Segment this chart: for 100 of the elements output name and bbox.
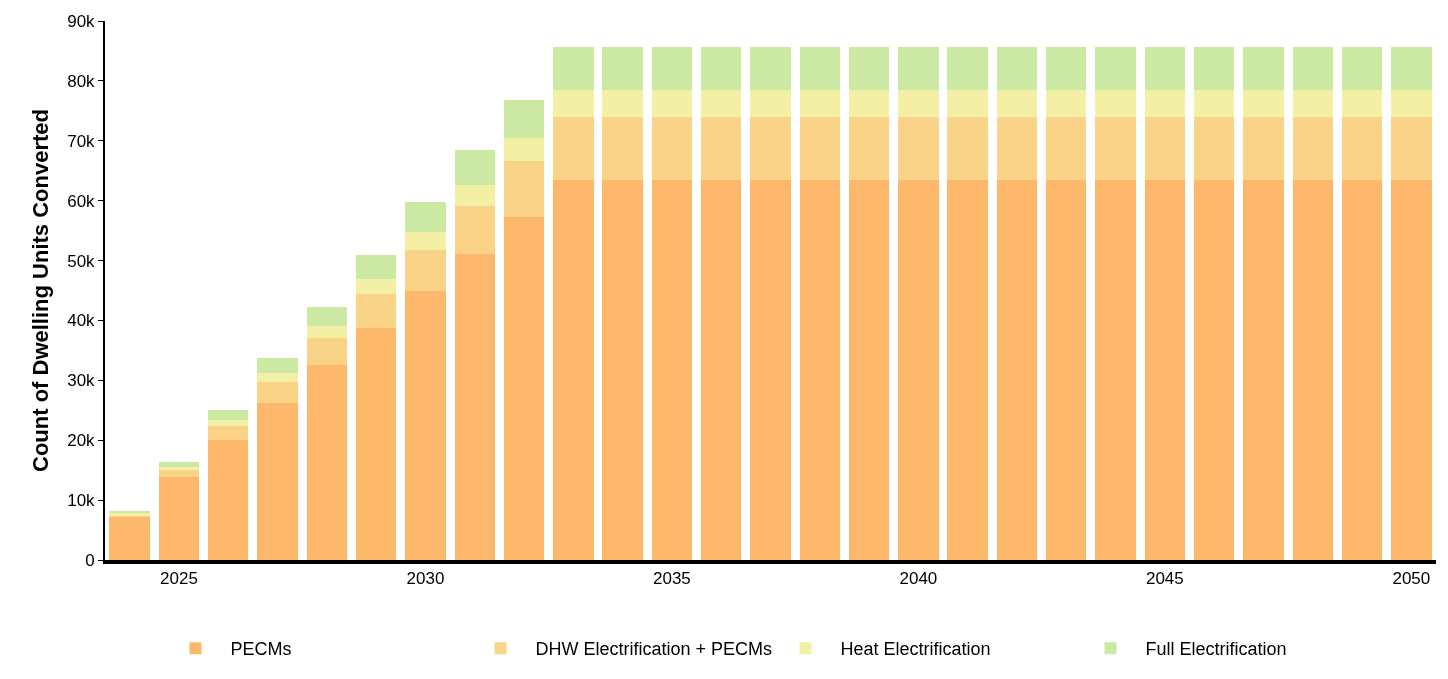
- bar: [1095, 179, 1136, 560]
- x-tick-label: 2035: [653, 569, 691, 589]
- bar: [1292, 179, 1333, 560]
- bar: [257, 381, 298, 404]
- bar: [1046, 47, 1087, 91]
- bar: [405, 231, 446, 250]
- bar: [503, 161, 545, 217]
- bar: [602, 179, 643, 560]
- legend-label: Heat Electrification: [840, 639, 991, 660]
- bar: [306, 306, 348, 326]
- bar: [158, 470, 200, 478]
- bar: [947, 117, 988, 180]
- bar: [750, 179, 791, 560]
- bar: [996, 90, 1038, 118]
- bar: [1391, 47, 1432, 91]
- bar: [1095, 90, 1136, 118]
- bar: [306, 325, 348, 338]
- bar: [1144, 90, 1186, 118]
- bar: [1095, 47, 1136, 91]
- bar: [355, 328, 397, 560]
- bar: [1046, 90, 1087, 118]
- bar: [454, 253, 495, 560]
- bar: [257, 403, 298, 560]
- bar: [355, 255, 397, 280]
- bar: [553, 47, 594, 91]
- bar: [306, 337, 348, 366]
- y-tick-label: 50k: [67, 251, 96, 271]
- bar: [651, 47, 693, 91]
- bar: [208, 419, 249, 427]
- legend-label: Full Electrification: [1145, 639, 1287, 660]
- bar: [1341, 47, 1383, 91]
- bar: [750, 47, 791, 91]
- bar: [405, 249, 446, 292]
- legend-label: PECMs: [230, 639, 292, 660]
- bar: [651, 117, 693, 180]
- bar: [1193, 117, 1235, 180]
- bar: [208, 426, 249, 441]
- bar: [848, 179, 890, 560]
- bar: [1046, 117, 1087, 180]
- bar: [257, 358, 298, 374]
- bar: [158, 477, 200, 560]
- bar: [454, 206, 495, 254]
- bar: [1193, 47, 1235, 91]
- bar: [503, 216, 545, 560]
- bar: [799, 47, 841, 91]
- bar: [1391, 179, 1432, 560]
- bar: [651, 179, 693, 560]
- bar: [947, 179, 988, 560]
- bar: [208, 440, 249, 560]
- bar: [1391, 117, 1432, 180]
- bar: [1144, 179, 1186, 560]
- bar: [1046, 179, 1087, 560]
- bar: [1292, 117, 1333, 180]
- bar: [602, 90, 643, 118]
- bar: [454, 184, 495, 207]
- y-tick-label: 20k: [67, 431, 96, 451]
- bar: [1341, 179, 1383, 560]
- bar: [700, 47, 742, 91]
- bar: [405, 291, 446, 560]
- bar: [848, 47, 890, 91]
- y-tick-label: 30k: [67, 371, 96, 391]
- bar: [848, 90, 890, 118]
- bar: [700, 90, 742, 118]
- bar: [355, 279, 397, 295]
- bar: [898, 90, 939, 118]
- bar: [1292, 90, 1333, 118]
- legend-label: DHW Electrification + PECMs: [535, 639, 773, 660]
- y-tick-label: 70k: [67, 131, 96, 151]
- y-tick-label: 60k: [67, 191, 96, 211]
- bar: [1391, 90, 1432, 118]
- y-tick-label: 40k: [67, 311, 96, 331]
- bar: [602, 117, 643, 180]
- bar: [405, 202, 446, 232]
- bar: [109, 516, 150, 560]
- bar: [1243, 90, 1284, 118]
- bar: [947, 47, 988, 91]
- bar: [257, 373, 298, 382]
- bar: [1193, 179, 1235, 560]
- y-axis-title: Count of Dwelling Units Converted: [28, 109, 54, 472]
- bar: [996, 117, 1038, 180]
- x-tick-label: 2025: [160, 569, 198, 589]
- bar: [898, 117, 939, 180]
- bar: [996, 179, 1038, 560]
- y-tick-label: 10k: [67, 491, 96, 511]
- bar: [848, 117, 890, 180]
- bar: [1341, 117, 1383, 180]
- bar: [355, 294, 397, 329]
- bar: [651, 90, 693, 118]
- bar: [750, 90, 791, 118]
- bar: [750, 117, 791, 180]
- bar: [1243, 47, 1284, 91]
- bar: [1144, 47, 1186, 91]
- x-tick-label: 2045: [1145, 569, 1184, 589]
- x-tick-label: 2050: [1392, 569, 1431, 589]
- bar: [503, 100, 545, 138]
- bar: [700, 179, 742, 560]
- bar: [553, 90, 594, 118]
- bar: [898, 179, 939, 560]
- y-tick-label: 80k: [67, 71, 96, 91]
- bar: [799, 179, 841, 560]
